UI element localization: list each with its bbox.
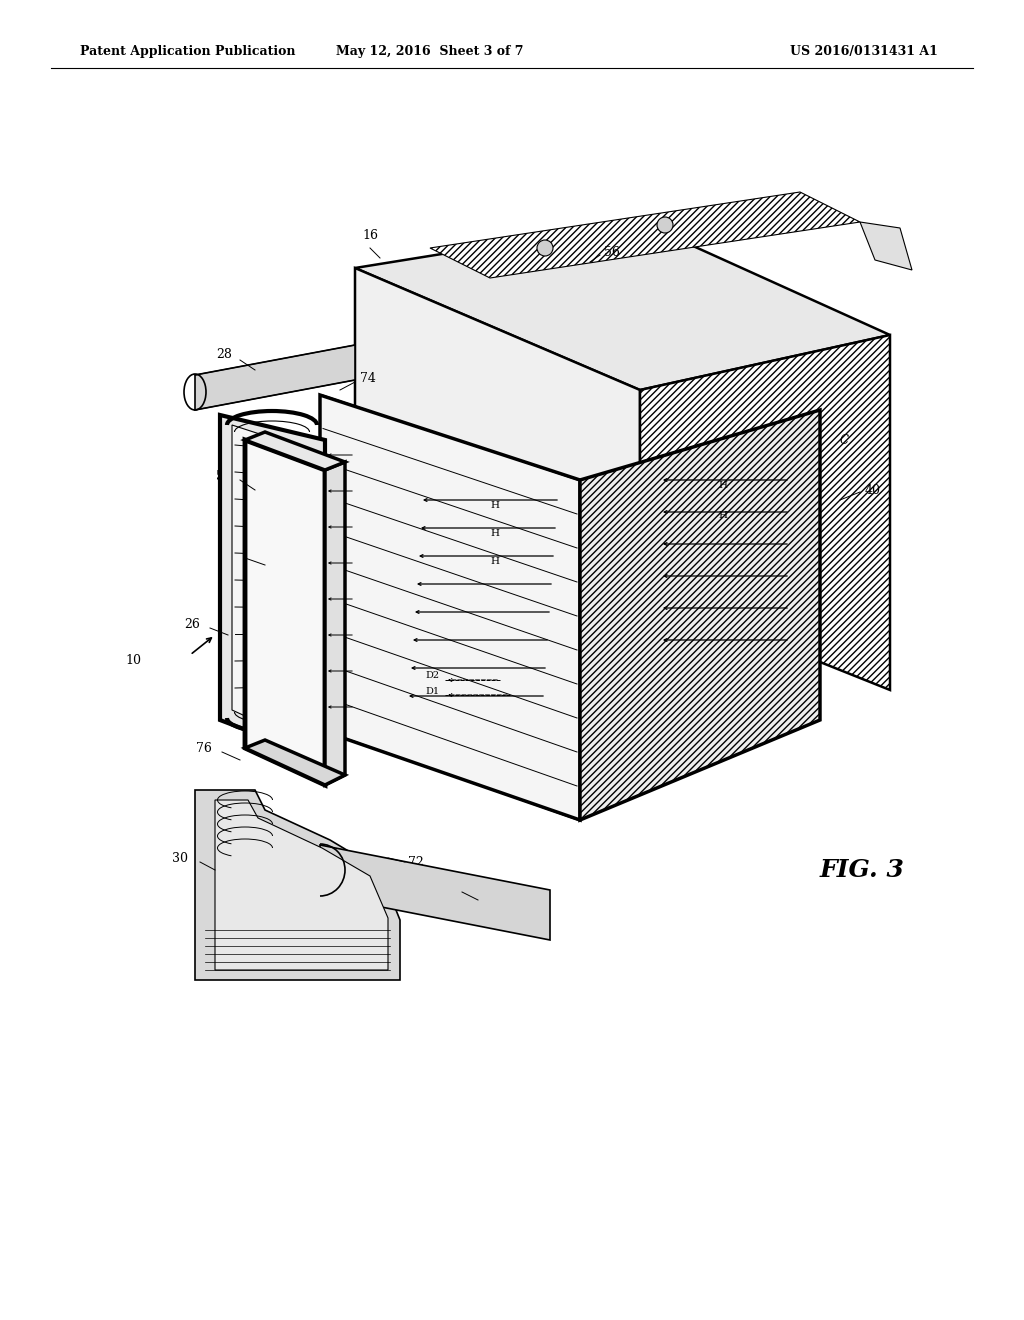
Text: 70: 70 xyxy=(472,904,488,917)
Text: 40: 40 xyxy=(865,483,881,496)
Text: H: H xyxy=(490,500,500,510)
Text: 56: 56 xyxy=(604,246,620,259)
Text: 16: 16 xyxy=(362,228,378,242)
Polygon shape xyxy=(355,222,890,389)
Circle shape xyxy=(537,240,553,256)
Polygon shape xyxy=(195,345,355,411)
Polygon shape xyxy=(355,268,640,590)
Circle shape xyxy=(657,216,673,234)
Polygon shape xyxy=(245,741,345,785)
Text: 76: 76 xyxy=(197,742,212,755)
Text: H: H xyxy=(718,480,727,490)
Polygon shape xyxy=(325,462,345,785)
Text: 24: 24 xyxy=(219,548,234,561)
Polygon shape xyxy=(215,800,388,970)
Polygon shape xyxy=(220,414,325,760)
Text: H: H xyxy=(490,528,500,537)
Text: 72: 72 xyxy=(408,855,424,869)
Text: D1: D1 xyxy=(426,688,440,697)
Polygon shape xyxy=(232,425,315,748)
Polygon shape xyxy=(860,222,912,271)
Text: 26: 26 xyxy=(184,618,200,631)
Text: May 12, 2016  Sheet 3 of 7: May 12, 2016 Sheet 3 of 7 xyxy=(336,45,523,58)
Polygon shape xyxy=(319,395,580,820)
Text: C: C xyxy=(840,433,849,446)
Polygon shape xyxy=(580,411,820,820)
Polygon shape xyxy=(195,789,400,979)
Text: D2: D2 xyxy=(426,672,440,681)
Text: 10: 10 xyxy=(125,653,141,667)
Polygon shape xyxy=(245,440,325,785)
Text: H: H xyxy=(490,557,500,565)
Text: 28: 28 xyxy=(216,348,232,362)
Text: 74: 74 xyxy=(360,371,376,384)
Polygon shape xyxy=(319,845,550,940)
Text: Patent Application Publication: Patent Application Publication xyxy=(80,45,296,58)
Polygon shape xyxy=(430,191,860,279)
Text: US 2016/0131431 A1: US 2016/0131431 A1 xyxy=(790,45,938,58)
Text: 50: 50 xyxy=(216,470,232,483)
Polygon shape xyxy=(245,432,345,470)
Polygon shape xyxy=(640,335,890,690)
Text: FIG. 3: FIG. 3 xyxy=(820,858,905,882)
Text: H: H xyxy=(718,511,727,520)
Text: 30: 30 xyxy=(172,851,188,865)
